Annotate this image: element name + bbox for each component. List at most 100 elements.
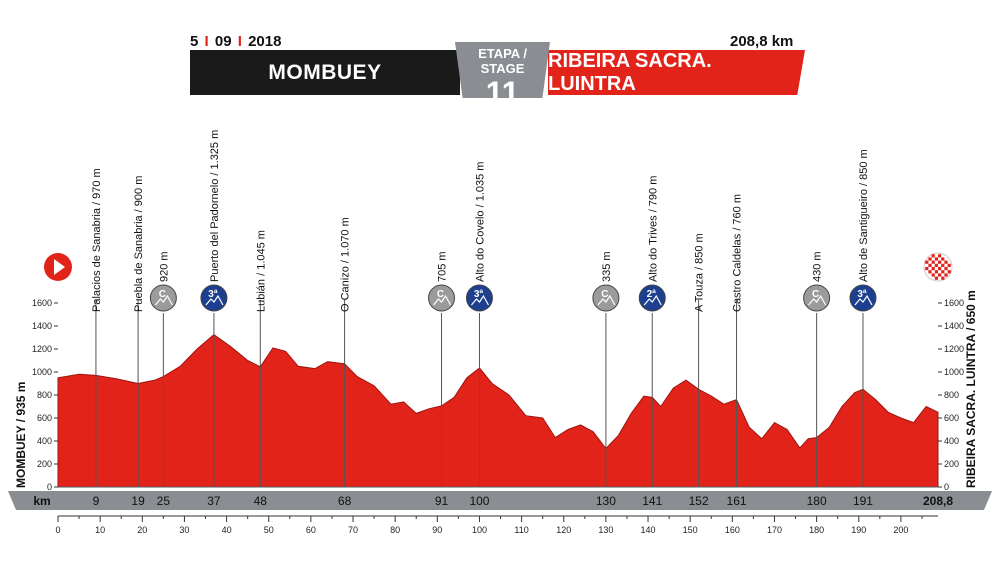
- checker-square: [934, 276, 938, 280]
- y-tick-label-right: 0: [944, 482, 949, 492]
- finish-elevation-label: RIBEIRA SACRA. LUINTRA / 650 m: [964, 290, 978, 488]
- km-bar-value: 152: [689, 494, 709, 508]
- y-tick-label-right: 800: [944, 390, 959, 400]
- checker-square: [928, 257, 932, 261]
- checker-square: [941, 257, 945, 261]
- checker-square: [941, 263, 945, 267]
- x-tick-label: 110: [514, 525, 528, 535]
- checker-square: [931, 254, 935, 258]
- checker-square: [938, 273, 942, 277]
- stage-distance: 208,8 km: [730, 33, 794, 50]
- point-label: 430 m: [812, 251, 824, 282]
- mountain-icon: [470, 294, 489, 306]
- checker-square: [941, 276, 945, 280]
- y-tick-label-left: 600: [37, 413, 52, 423]
- y-tick-label-left: 400: [37, 436, 52, 446]
- point-label: Alto de Santigueiro / 850 m: [858, 149, 870, 282]
- checker-square: [928, 270, 932, 274]
- date-separator: I: [233, 33, 247, 50]
- point-label: Puerto del Padornelo / 1.325 m: [209, 130, 221, 282]
- checker-square: [925, 267, 929, 271]
- x-tick-label: 30: [179, 525, 189, 535]
- badge-label: C: [812, 289, 819, 300]
- badge-label: 3ª: [208, 289, 218, 300]
- checker-square: [931, 260, 935, 264]
- date-day: 5: [190, 33, 199, 50]
- y-tick-label-left: 800: [37, 390, 52, 400]
- checker-square: [947, 270, 951, 274]
- x-tick-label: 20: [137, 525, 147, 535]
- km-bar-value: 25: [157, 494, 171, 508]
- intermediate-point-icon: [803, 284, 831, 312]
- mountain-icon: [643, 294, 662, 306]
- start-city-banner: MOMBUEY: [190, 50, 460, 95]
- mountain-icon: [597, 294, 616, 306]
- badge-label: C: [601, 289, 608, 300]
- climb-category-icon: [638, 284, 666, 312]
- y-tick-label-left: 1000: [32, 367, 52, 377]
- point-label: Palacios de Sanabria / 970 m: [91, 168, 103, 312]
- checker-square: [944, 273, 948, 277]
- y-tick-label-right: 400: [944, 436, 959, 446]
- km-bar: [8, 491, 992, 510]
- badge-label: 3ª: [474, 289, 484, 300]
- km-bar-value: 161: [727, 494, 747, 508]
- x-tick-label: 50: [264, 525, 274, 535]
- km-bar-value: 19: [131, 494, 145, 508]
- y-tick-label-left: 1600: [32, 298, 52, 308]
- stage-date: 5 I 09 I 2018: [190, 33, 281, 50]
- point-label: 335 m: [601, 251, 613, 282]
- checker-square: [931, 273, 935, 277]
- y-tick-label-right: 600: [944, 413, 959, 423]
- x-tick-label: 130: [598, 525, 613, 535]
- climb-category-icon: [200, 284, 228, 312]
- x-tick-label: 100: [472, 525, 487, 535]
- point-label: Puebla de Sanabria / 900 m: [133, 176, 145, 312]
- checker-square: [934, 257, 938, 261]
- badge-label: C: [437, 289, 444, 300]
- y-tick-label-left: 0: [47, 482, 52, 492]
- km-bar-value: 191: [853, 494, 873, 508]
- y-tick-label-right: 1600: [944, 298, 964, 308]
- km-bar-value: 180: [807, 494, 827, 508]
- point-label: Alto do Trives / 790 m: [647, 176, 659, 282]
- km-bar-value: 141: [642, 494, 662, 508]
- elevation-area: [57, 333, 939, 488]
- y-tick-label-right: 1000: [944, 367, 964, 377]
- y-tick-label-right: 200: [944, 459, 959, 469]
- y-tick-label-right: 1400: [944, 321, 964, 331]
- checker-square: [934, 263, 938, 267]
- finish-city-banner: RIBEIRA SACRA. LUINTRA: [548, 50, 805, 95]
- checker-square: [941, 270, 945, 274]
- km-bar-value: 208,8: [923, 494, 953, 508]
- checker-square: [947, 263, 951, 267]
- km-bar-value: 37: [207, 494, 221, 508]
- x-tick-label: 70: [348, 525, 358, 535]
- checker-square: [938, 260, 942, 264]
- point-label: 705 m: [437, 251, 449, 282]
- x-tick-label: 120: [556, 525, 571, 535]
- km-bar-value: 68: [338, 494, 352, 508]
- point-label: Castro Caldelas / 760 m: [732, 194, 744, 312]
- stage-number-box: ETAPA / STAGE 11: [455, 42, 550, 98]
- km-bar-value: 100: [469, 494, 489, 508]
- stage-label: ETAPA / STAGE: [478, 46, 527, 76]
- x-tick-label: 190: [851, 525, 866, 535]
- x-tick-label: 0: [55, 525, 60, 535]
- mountain-icon: [205, 294, 224, 306]
- checker-square: [925, 260, 929, 264]
- date-separator: I: [200, 33, 213, 50]
- x-tick-label: 180: [809, 525, 824, 535]
- y-tick-label-right: 1200: [944, 344, 964, 354]
- date-month: 09: [214, 33, 232, 50]
- y-tick-label-left: 200: [37, 459, 52, 469]
- checker-square: [938, 267, 942, 271]
- play-icon: [54, 259, 65, 275]
- checker-square: [944, 260, 948, 264]
- checker-square: [938, 254, 942, 258]
- x-tick-label: 140: [641, 525, 656, 535]
- km-bar-value: 48: [254, 494, 268, 508]
- x-tick-label: 150: [683, 525, 698, 535]
- intermediate-point-icon: [149, 284, 177, 312]
